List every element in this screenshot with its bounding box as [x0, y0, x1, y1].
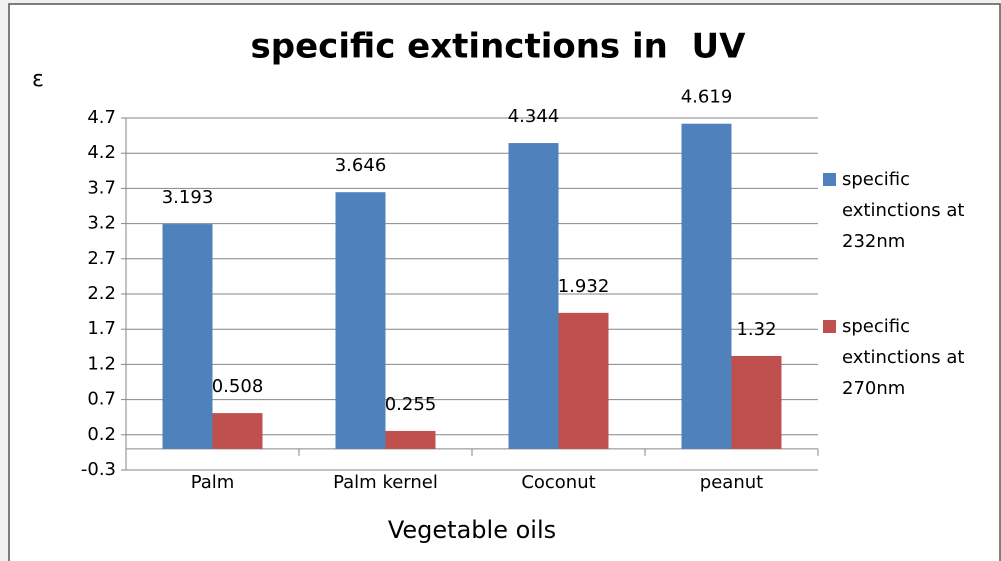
data-label: 0.508 — [212, 376, 264, 397]
x-tick-label: peanut — [700, 472, 763, 493]
chart-title: specific extinctions in UV — [251, 27, 747, 67]
bar — [731, 355, 782, 449]
bar — [385, 430, 436, 449]
y-tick-label: 2.2 — [87, 283, 116, 304]
data-label: 1.32 — [736, 319, 776, 340]
bar — [681, 123, 732, 449]
legend-swatch — [823, 173, 836, 186]
legend-label: specific extinctions at 270nm — [842, 316, 965, 399]
legend-label: specific extinctions at 232nm — [842, 169, 965, 252]
data-label: 1.932 — [558, 276, 610, 297]
y-tick-label: 4.7 — [87, 107, 116, 128]
x-tick-label: Coconut — [521, 472, 595, 493]
data-label: 3.193 — [162, 187, 214, 208]
data-label: 3.646 — [335, 155, 387, 176]
legend-item: specific extinctions at 232nm — [820, 164, 1000, 257]
y-tick-label: 4.2 — [87, 142, 116, 163]
y-tick-label: 2.7 — [87, 248, 116, 269]
bar — [162, 224, 213, 449]
bar — [558, 312, 609, 449]
bar — [335, 192, 386, 449]
y-axis-label: ε — [32, 67, 44, 92]
legend-item: specific extinctions at 270nm — [820, 311, 1000, 404]
y-tick-label: -0.3 — [81, 459, 116, 480]
y-tick-label: 1.7 — [87, 318, 116, 339]
x-axis-label: Vegetable oils — [388, 516, 556, 544]
data-label: 0.255 — [385, 394, 437, 415]
chart-frame — [8, 3, 1001, 561]
y-tick-label: 0.2 — [87, 424, 116, 445]
y-tick-label: 3.7 — [87, 177, 116, 198]
x-tick-label: Palm kernel — [333, 472, 438, 493]
y-tick-label: 1.2 — [87, 353, 116, 374]
bar — [508, 143, 559, 449]
bar — [212, 413, 263, 449]
y-tick-label: 3.2 — [87, 213, 116, 234]
data-label: 4.619 — [681, 87, 733, 108]
y-tick-label: 0.7 — [87, 389, 116, 410]
legend-swatch — [823, 320, 836, 333]
data-label: 4.344 — [508, 106, 560, 127]
x-tick-label: Palm — [191, 472, 235, 493]
